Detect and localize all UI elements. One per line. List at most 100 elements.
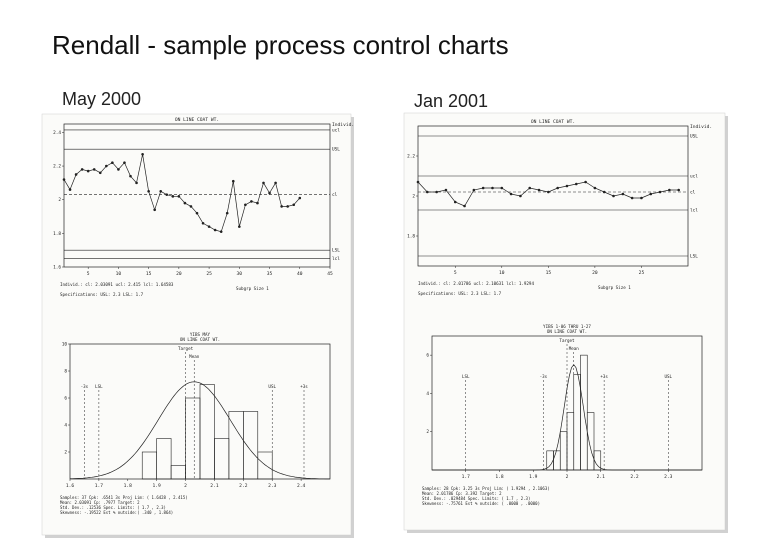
data-point [250, 200, 253, 203]
stats-line: Mean: 2.01786 Cp: 3.392 Target: 2 [422, 491, 502, 496]
y-tick-label: 6 [426, 353, 429, 359]
paper-sheet [41, 113, 352, 536]
data-point [219, 230, 223, 233]
marker-label: LSL [462, 374, 470, 379]
data-point [500, 186, 504, 190]
histogram-bar [199, 384, 215, 480]
x-tick-label: 2 [566, 474, 569, 480]
data-point [256, 201, 259, 205]
data-point [274, 181, 277, 185]
x-tick-label: 5 [87, 271, 90, 277]
marker-label: +3s [600, 374, 608, 379]
limit-label-USL: USL [690, 134, 698, 140]
histogram-bar [257, 451, 273, 480]
y-tick-label: 1.6 [53, 265, 61, 271]
y-tick-label: 2 [412, 194, 415, 200]
x-tick-label: 1.6 [66, 483, 75, 489]
histogram-bar [156, 438, 172, 480]
chart-label: Individ. [690, 124, 712, 130]
x-tick-label: 10 [499, 270, 505, 276]
marker-label: -3s [540, 374, 548, 379]
limit-label-lcl: lcl [690, 208, 698, 214]
data-point [547, 190, 550, 194]
data-point [621, 192, 625, 196]
data-point [225, 211, 229, 215]
data-point [171, 195, 175, 198]
slide-title: Rendall - sample process control charts [52, 30, 509, 60]
data-point [238, 225, 241, 228]
data-point [528, 186, 532, 190]
data-point [62, 178, 66, 181]
stats-line: Mean: 2.03091 Cp: .7977 Target: 2 [60, 500, 140, 505]
x-tick-label: 1.9 [529, 474, 538, 480]
histogram-bar [586, 412, 595, 471]
y-tick-label: 4 [64, 423, 67, 429]
data-point [668, 188, 671, 192]
limit-label-LSL: LSL [332, 248, 340, 254]
y-tick-label: 2 [64, 450, 67, 456]
marker-label: -3s [81, 384, 89, 389]
x-tick-label: 2.4 [297, 483, 306, 489]
y-tick-label: 2 [58, 197, 61, 203]
x-tick-label: 20 [592, 270, 598, 276]
data-point [105, 164, 108, 168]
data-point [416, 180, 420, 184]
x-tick-label: 35 [267, 271, 273, 277]
limit-label-ucl: ucl [332, 127, 340, 133]
marker-label: Target [559, 338, 575, 343]
data-point [147, 189, 150, 193]
x-tick-label: 2.2 [630, 474, 639, 480]
y-tick-label: 10 [62, 342, 68, 348]
data-point [537, 188, 541, 192]
control-chart: ON LINE COAT WT. Individ.ucl USL cl LSL lcl 2.… [53, 117, 354, 297]
y-tick-label: 6 [64, 396, 67, 402]
plot-frame [63, 123, 331, 268]
data-point [435, 190, 438, 194]
y-tick-label: 2 [426, 429, 429, 435]
x-tick-label: 2.3 [664, 474, 673, 480]
data-point [165, 193, 169, 196]
chart-title: ON LINE COAT WT. [180, 337, 220, 342]
data-point [74, 173, 78, 176]
x-tick-label: 2.2 [239, 483, 248, 489]
stats-line: Std. Dev.: .029484 Spec. Limits: ( 1.7 ,… [422, 496, 530, 501]
chart-subtitle: YIBS MAY [190, 332, 211, 337]
marker-label: Mean [189, 354, 200, 359]
data-point [630, 196, 634, 200]
data-point [640, 196, 643, 200]
normal-curve [432, 364, 702, 471]
stats-subgroup: Subgrp Size 1 [598, 285, 631, 290]
limit-label-USL: USL [332, 147, 340, 153]
data-point [426, 190, 429, 194]
data-point [183, 201, 187, 205]
x-tick-label: 1.8 [495, 474, 504, 480]
data-point [565, 184, 569, 188]
data-point [584, 180, 587, 184]
data-point [244, 203, 247, 207]
y-tick-label: 2.2 [53, 164, 61, 170]
data-point [280, 205, 283, 208]
histogram-bar [243, 411, 259, 480]
data-point [677, 188, 680, 192]
data-point [292, 203, 296, 207]
paper-sheet [403, 112, 726, 531]
data-point [98, 171, 102, 175]
data-point [117, 168, 120, 171]
y-tick-label: 1.8 [407, 234, 415, 240]
data-point [135, 181, 138, 185]
y-tick-label: 2.2 [407, 154, 415, 160]
stats-line: Individ.: cl: 2.03091 ucl: 2.415 lcl: 1.… [60, 282, 174, 287]
data-point [509, 192, 513, 196]
chart-title: ON LINE COAT WT. [531, 119, 575, 125]
data-point [159, 189, 163, 193]
data-point [556, 186, 559, 190]
x-tick-label: 45 [327, 271, 333, 277]
limit-label-lcl: lcl [332, 256, 340, 262]
data-point [444, 188, 448, 192]
data-point [141, 152, 144, 156]
caption-jan-2001: Jan 2001 [414, 91, 489, 111]
x-tick-label: 2 [184, 483, 187, 489]
jan-2001-scan: ON LINE COAT WT. Individ. USL ucl cl lcl LSL 2.… [403, 112, 728, 533]
data-point [268, 191, 271, 195]
